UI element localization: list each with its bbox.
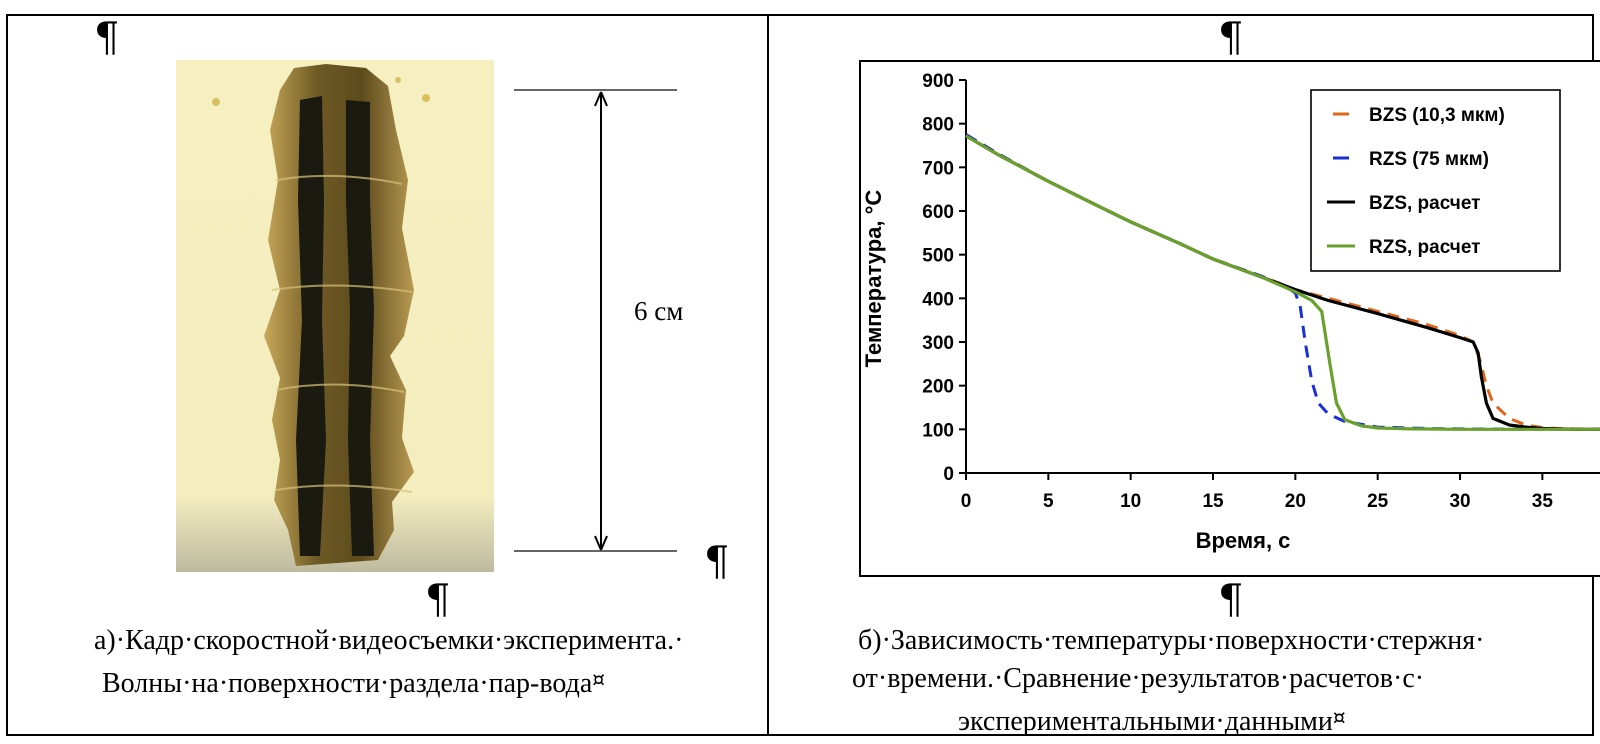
x-tick-label: 0 <box>961 491 972 512</box>
x-axis-title: Время, с <box>1196 528 1291 553</box>
series-line-1 <box>965 133 1600 431</box>
legend-label-3: BZS, расчет <box>1369 193 1480 214</box>
cell-end-mark: ¤ <box>1332 705 1346 729</box>
x-tick-label: 20 <box>1285 491 1306 512</box>
x-tick-label: 35 <box>1532 491 1554 512</box>
cell-end-mark: ¤ <box>592 667 606 691</box>
caption-right-line1: б)·Зависимость·температуры·поверхности·с… <box>858 625 1485 656</box>
legend-box <box>1310 89 1561 272</box>
scale-label: 6 см <box>634 296 684 326</box>
caption-left-line1: а)·Кадр·скоростной·видеосъемки·экспериме… <box>94 625 684 656</box>
x-tick-label: 15 <box>1202 491 1224 512</box>
x-tick-label: 5 <box>1043 491 1054 512</box>
legend-label-4: RZS, расчет <box>1369 237 1480 258</box>
caption-right-line2: от·времени.·Сравнение·результатов·расчет… <box>852 663 1425 694</box>
y-axis-title: Температура, °С <box>861 190 886 368</box>
y-tick-label: 100 <box>922 420 954 441</box>
rod-photo <box>176 60 494 572</box>
paragraph-mark: ¶ <box>425 577 451 623</box>
y-tick-label: 600 <box>922 202 954 223</box>
y-tick-label: 900 <box>922 71 954 92</box>
caption-right-line3: экспериментальными·данными¤ <box>958 705 1346 737</box>
paragraph-mark: ¶ <box>94 15 120 61</box>
paragraph-mark: ¶ <box>1218 15 1244 61</box>
series-line-4 <box>965 134 1600 431</box>
x-tick-label: 25 <box>1367 491 1389 512</box>
table-cell-divider <box>767 14 769 736</box>
y-tick-label: 400 <box>922 289 954 310</box>
caption-left-line2: Волны·на·поверхности·раздела·пар-вода¤ <box>102 667 606 699</box>
y-tick-label: 500 <box>922 246 954 267</box>
paragraph-mark: ¶ <box>1218 577 1244 623</box>
x-tick-label: 10 <box>1120 491 1141 512</box>
temperature-chart: 0 100 200 300 400 500 600 700 800 900 0 5 10 15 20 25 30… <box>861 71 1600 553</box>
y-tick-label: 700 <box>922 158 954 179</box>
legend-label-1: BZS (10,3 мкм) <box>1369 105 1505 126</box>
scale-top-line <box>514 89 677 91</box>
y-tick-label: 0 <box>943 464 954 485</box>
x-tick-label: 30 <box>1449 491 1470 512</box>
y-tick-label: 300 <box>922 333 954 354</box>
y-tick-label: 200 <box>922 377 954 398</box>
scale-arrow <box>594 91 608 551</box>
legend-label-2: RZS (75 мкм) <box>1369 149 1489 170</box>
y-tick-label: 800 <box>922 115 954 136</box>
scale-bottom-line <box>514 550 677 552</box>
paragraph-mark: ¶ <box>704 539 730 585</box>
